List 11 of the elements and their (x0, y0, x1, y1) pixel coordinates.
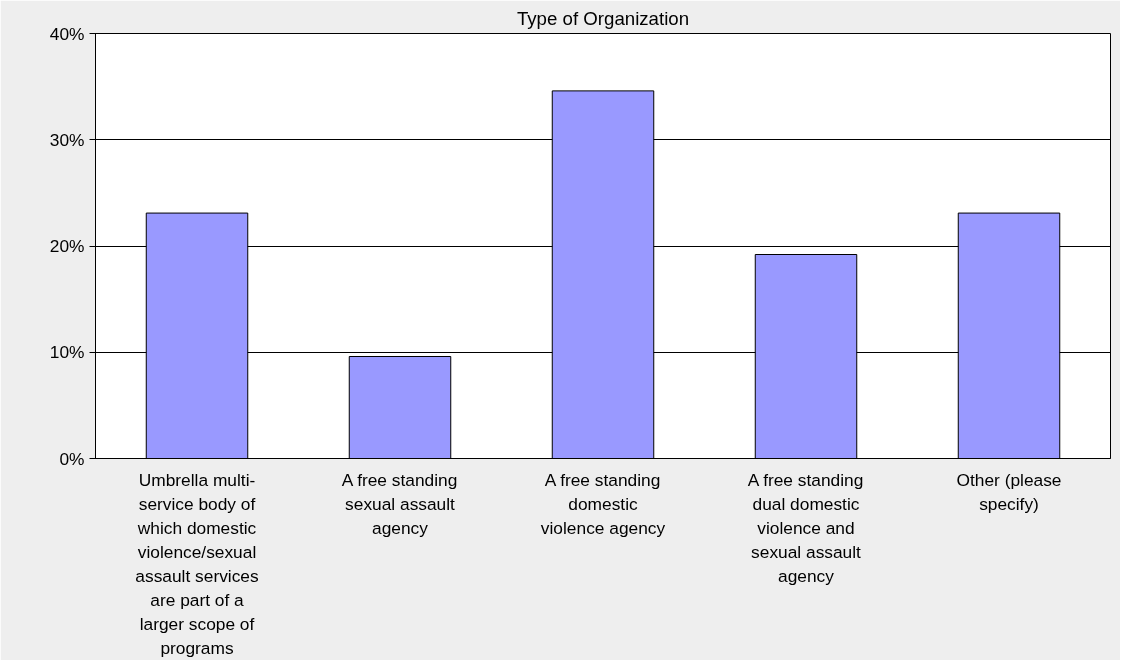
x-tick-label: A free standing domestic violence agency (540, 469, 666, 538)
x-tick-label: A free standing dual domestic violence and sexual assault agency (747, 469, 864, 586)
y-tick-label: 10% (49, 342, 85, 363)
x-tick-label: A free standing sexual assault agency (341, 469, 458, 538)
x-tick-label: Umbrella multi-service body of which domestic violence/sexual assault services are part of a larger scope of programs (135, 469, 259, 658)
y-tick-label: 40% (49, 23, 85, 44)
y-tick-label: 20% (49, 236, 85, 256)
y-tick-label: 0% (59, 448, 85, 469)
y-tick-label: 30% (49, 129, 85, 150)
x-tick-label: Other (please specify) (956, 469, 1062, 514)
chart-title: Type of Organization (516, 7, 690, 29)
